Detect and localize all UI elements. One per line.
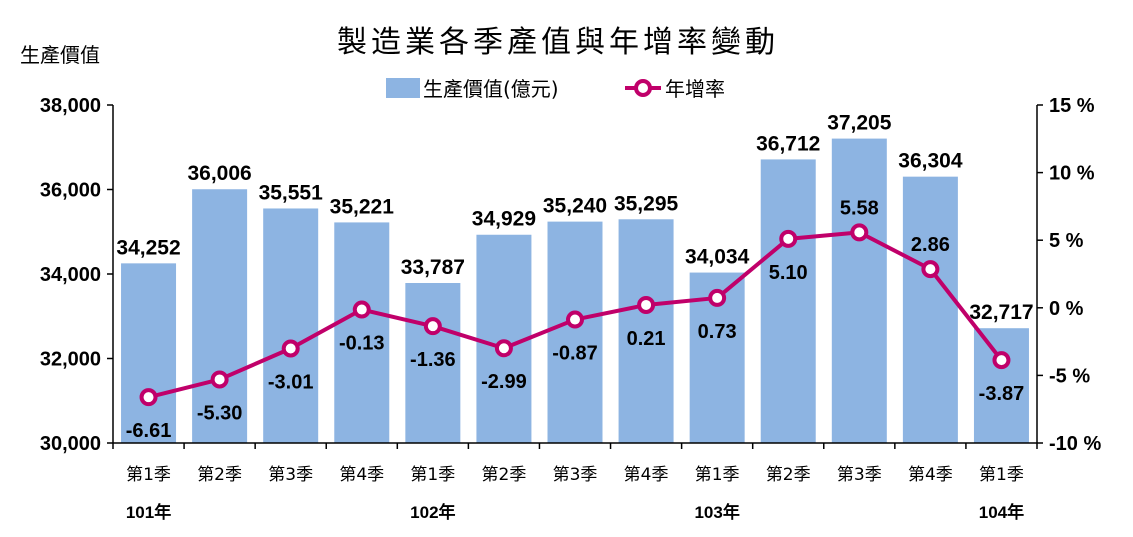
- growth-point: [992, 351, 1011, 370]
- y-tick-label: 38,000: [40, 95, 101, 117]
- growth-value-label: -6.61: [126, 420, 172, 442]
- year-label: 104年: [979, 502, 1024, 522]
- y-axis-title: 生產價值: [20, 43, 100, 67]
- y2-tick-label: 0 %: [1049, 298, 1084, 320]
- x-tick-label: 第4季: [624, 465, 669, 485]
- bar: [760, 159, 816, 443]
- year-label: 103年: [694, 502, 739, 522]
- bar-value-label: 36,006: [187, 162, 251, 185]
- x-tick-label: 第3季: [553, 465, 598, 485]
- x-tick-label: 第4季: [339, 465, 384, 485]
- bar-value-label: 35,295: [614, 192, 679, 215]
- x-tick-label: 第4季: [908, 465, 953, 485]
- year-label: 101年: [126, 502, 171, 522]
- x-tick-label: 第2季: [197, 465, 242, 485]
- y2-tick-label: -10 %: [1049, 433, 1101, 455]
- x-tick-label: 第1季: [410, 465, 455, 485]
- growth-point: [708, 288, 727, 307]
- x-tick-label: 第3季: [268, 465, 313, 485]
- growth-point: [850, 223, 869, 242]
- growth-point: [779, 229, 798, 248]
- bar-value-label: 32,717: [969, 301, 1033, 324]
- bar-value-label: 37,205: [827, 112, 892, 135]
- y-tick-label: 34,000: [40, 264, 101, 286]
- growth-point: [139, 388, 158, 407]
- bar-value-label: 34,034: [685, 246, 750, 269]
- data-labels: 34,252 36,006 35,551 35,221 33,787 34,929 35,2…: [116, 112, 1033, 443]
- y2-tick-label: 10 %: [1049, 163, 1095, 185]
- growth-value-label: -0.13: [339, 333, 385, 355]
- growth-value-label: 0.73: [698, 321, 737, 343]
- legend-bar-swatch: [386, 78, 420, 98]
- growth-point: [566, 310, 584, 329]
- bar-value-label: 33,787: [401, 256, 465, 279]
- x-tick-label: 第3季: [837, 465, 882, 485]
- growth-point: [423, 317, 442, 336]
- growth-value-label: -3.01: [268, 371, 314, 393]
- bar-value-label: 36,304: [898, 150, 963, 173]
- x-tick-label: 第1季: [695, 465, 740, 485]
- growth-point: [921, 260, 940, 279]
- x-tick-label: 第1季: [979, 465, 1024, 485]
- x-tick-label: 第2季: [482, 465, 527, 485]
- axes: 30,000 32,000 34,000 36,000 38,000 -10 % -5 % 0…: [40, 95, 1102, 522]
- legend: 生產價值(億元) 年增率: [386, 77, 725, 101]
- growth-value-label: 5.58: [840, 197, 879, 219]
- bar: [902, 176, 958, 443]
- x-tick-label: 第1季: [126, 465, 171, 485]
- growth-point: [210, 370, 229, 389]
- growth-value-label: -1.36: [410, 349, 456, 371]
- bar: [334, 222, 390, 443]
- legend-bar-label: 生產價值(億元): [423, 77, 559, 101]
- growth-point: [494, 339, 513, 358]
- bar-value-label: 35,551: [259, 181, 324, 204]
- bar-value-label: 35,240: [543, 195, 607, 218]
- bar-value-label: 36,712: [756, 132, 820, 155]
- chart-title: 製造業各季產值與年增率變動: [337, 25, 779, 60]
- growth-point: [352, 300, 371, 319]
- growth-point: [637, 295, 656, 314]
- bar: [831, 138, 887, 443]
- y2-tick-label: 5 %: [1049, 230, 1084, 252]
- x-tick-label: 第2季: [766, 465, 811, 485]
- bar: [973, 328, 1029, 443]
- growth-value-label: 0.21: [627, 328, 666, 350]
- legend-line-label: 年增率: [665, 77, 725, 101]
- bar-value-label: 35,221: [330, 195, 395, 218]
- growth-value-label: 2.86: [911, 234, 950, 256]
- y2-tick-label: -5 %: [1049, 365, 1090, 387]
- growth-line: [139, 223, 1011, 407]
- y2-tick-label: 15 %: [1049, 95, 1095, 117]
- growth-value-label: -2.99: [481, 371, 527, 393]
- bar-value-label: 34,929: [472, 208, 536, 231]
- bar-value-label: 34,252: [116, 236, 180, 259]
- growth-point: [281, 339, 300, 358]
- growth-value-label: -5.30: [197, 402, 243, 424]
- y-tick-label: 30,000: [40, 433, 101, 455]
- bar: [547, 221, 603, 443]
- bar: [263, 208, 319, 443]
- bar: [192, 189, 248, 443]
- bars: [121, 138, 1029, 443]
- bar: [121, 263, 177, 443]
- legend-line-marker: [634, 79, 652, 97]
- bar: [405, 282, 461, 443]
- y-tick-label: 32,000: [40, 349, 101, 371]
- y-tick-label: 36,000: [40, 180, 101, 202]
- year-label: 102年: [410, 502, 455, 522]
- growth-value-label: -3.87: [979, 383, 1025, 405]
- growth-value-label: 5.10: [769, 262, 808, 284]
- bar: [618, 219, 674, 443]
- growth-value-label: -0.87: [552, 343, 598, 365]
